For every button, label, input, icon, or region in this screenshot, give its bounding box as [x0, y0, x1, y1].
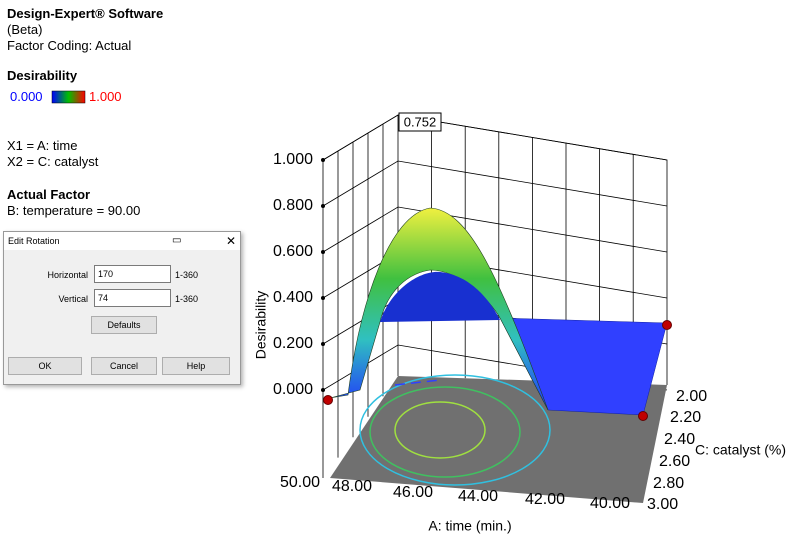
x-tick-label: 44.00 [458, 488, 498, 505]
x-tick-label: 42.00 [525, 491, 565, 508]
x-tick-label: 50.00 [280, 474, 320, 491]
title-bar [4, 232, 240, 250]
surface [329, 207, 549, 411]
tick [321, 342, 325, 346]
button[interactable]: Cancel [91, 357, 157, 375]
z-tick-label: 0.800 [273, 197, 313, 214]
x-tick-label: 40.00 [590, 495, 630, 512]
contours [359, 374, 551, 486]
dialog: Edit Rotation ▭ ✕ Horizontal 170 1-360 V… [3, 231, 241, 385]
x-tick-label: 46.00 [393, 484, 433, 501]
legend-bar [51, 90, 86, 104]
tick [321, 388, 325, 392]
z-tick-label: 0.400 [273, 289, 313, 306]
close[interactable]: ✕ [226, 234, 237, 248]
input[interactable]: 74 [94, 289, 171, 307]
annotation-box [398, 112, 442, 132]
tick [321, 158, 325, 162]
tick [321, 204, 325, 208]
grid-line [322, 206, 668, 253]
z-tick-label: 0.200 [273, 335, 313, 352]
grid-line [322, 114, 668, 161]
button[interactable]: Defaults [91, 316, 157, 334]
y-tick-label: 2.20 [670, 409, 701, 426]
z-tick-label: 0.000 [273, 381, 313, 398]
row-label: Horizontal [47, 270, 88, 280]
point [662, 320, 672, 330]
tick [321, 250, 325, 254]
range: 1-360 [175, 270, 199, 280]
button[interactable]: Help [162, 357, 230, 375]
legend-max: 1.000 [89, 89, 122, 104]
y-tick-label: 2.00 [676, 388, 707, 405]
legend-title: Desirability [7, 68, 78, 83]
annotation: 0.752 [404, 114, 437, 129]
range: 1-360 [175, 294, 199, 304]
x1: X1 = A: time [7, 138, 78, 153]
pin[interactable]: ▭ [172, 235, 182, 246]
y-tick-label: 3.00 [647, 496, 678, 513]
software: Design-Expert® Software [7, 6, 164, 21]
point [323, 395, 333, 405]
y-tick-label: 2.60 [659, 453, 690, 470]
x-axis-label: A: time (min.) [428, 518, 511, 534]
y-tick-label: 2.40 [664, 431, 695, 448]
legend-min: 0.000 [10, 89, 43, 104]
x2: X2 = C: catalyst [7, 154, 99, 169]
edition: (Beta) [7, 22, 43, 37]
grid-line [322, 160, 668, 207]
z-tick-label: 0.600 [273, 243, 313, 260]
row-label: Vertical [58, 294, 88, 304]
input[interactable]: 170 [94, 265, 171, 283]
actual: B: temperature = 90.00 [7, 203, 141, 218]
point [638, 411, 648, 421]
surface-under [380, 271, 500, 322]
actual-title: Actual Factor [7, 187, 91, 202]
y-axis-label: C: catalyst (%) [695, 442, 786, 458]
z-tick-label: 1.000 [273, 151, 313, 168]
button[interactable]: OK [8, 357, 82, 375]
tick [321, 296, 325, 300]
coding: Factor Coding: Actual [7, 38, 132, 53]
y-tick-label: 2.80 [653, 475, 684, 492]
z-axis-label: Desirability [253, 291, 269, 359]
dialog-title: Edit Rotation [8, 236, 60, 246]
x-tick-label: 48.00 [332, 478, 372, 495]
